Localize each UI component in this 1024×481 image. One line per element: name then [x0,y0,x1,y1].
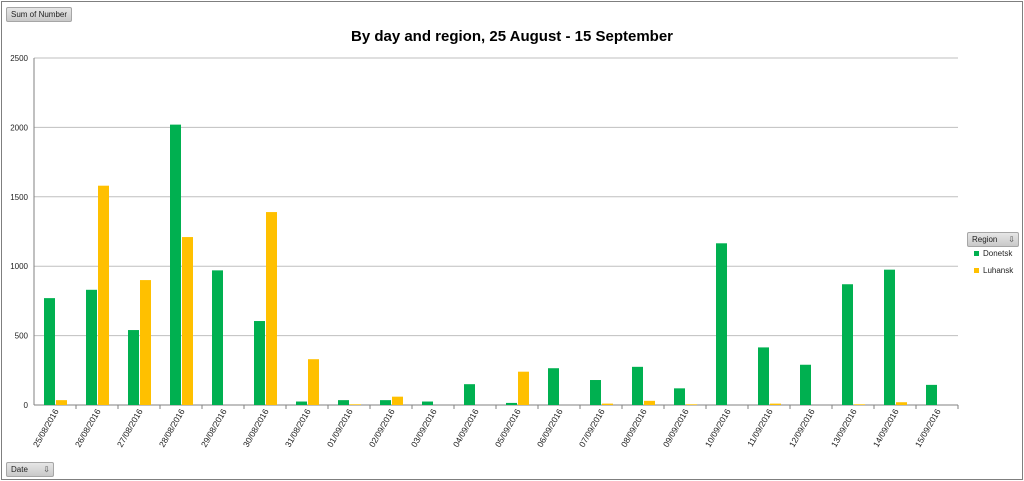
bar-donetsk [464,384,475,405]
bar-luhansk [98,185,109,405]
y-tick-label: 0 [24,401,29,410]
x-tick-label: 07/09/2016 [577,407,607,449]
y-tick-label: 2500 [10,54,28,63]
x-tick-label: 25/08/2016 [31,407,61,449]
bar-donetsk [842,284,853,405]
x-tick-label: 12/09/2016 [787,407,817,449]
bar-donetsk [128,330,139,405]
legend-swatch-luhansk [974,268,979,274]
x-tick-label: 26/08/2016 [73,407,103,449]
legend-field-button[interactable]: Region ⇩ [967,232,1019,247]
bar-donetsk [674,388,685,405]
bar-donetsk [380,400,391,405]
x-tick-label: 08/09/2016 [619,407,649,449]
x-tick-label: 29/08/2016 [199,407,229,449]
x-tick-label: 14/09/2016 [871,407,901,449]
x-tick-label: 06/09/2016 [535,407,565,449]
bar-luhansk [686,404,697,405]
values-field-button[interactable]: Sum of Number [6,7,73,22]
bar-donetsk [296,401,307,405]
bar-luhansk [266,212,277,405]
x-tick-label: 09/09/2016 [661,407,691,449]
x-tick-label: 01/09/2016 [325,407,355,449]
x-tick-label: 31/08/2016 [283,407,313,449]
x-tick-label: 10/09/2016 [703,407,733,449]
legend-swatch-donetsk [974,251,979,257]
bar-luhansk [182,237,193,405]
legend-item-donetsk: Donetsk [974,249,1012,258]
axis-field-label: Date [11,465,28,474]
bar-donetsk [758,347,769,405]
bar-donetsk [632,366,643,405]
bar-donetsk [716,243,727,405]
bar-luhansk [56,400,67,405]
y-tick-label: 500 [15,332,29,341]
x-tick-label: 28/08/2016 [157,407,187,449]
bar-luhansk [392,396,403,405]
bar-luhansk [644,400,655,405]
bar-donetsk [170,124,181,406]
legend-item-luhansk: Luhansk [974,266,1013,275]
filter-dropdown-icon[interactable]: ⇩ [1008,235,1015,244]
bar-luhansk [518,371,529,405]
x-tick-label: 05/09/2016 [493,407,523,449]
bar-donetsk [254,321,265,405]
x-tick-label: 13/09/2016 [829,407,859,449]
bar-donetsk [422,401,433,405]
bar-luhansk [770,403,781,405]
filter-dropdown-icon[interactable]: ⇩ [43,465,50,474]
bar-donetsk [506,402,517,405]
bar-donetsk [338,400,349,405]
y-tick-label: 2000 [10,123,28,132]
legend-label-luhansk: Luhansk [983,266,1014,275]
x-tick-label: 04/09/2016 [451,407,481,449]
bar-donetsk [590,380,601,405]
x-tick-label: 27/08/2016 [115,407,145,449]
legend-label-donetsk: Donetsk [983,249,1013,258]
x-tick-label: 11/09/2016 [745,407,775,449]
y-tick-label: 1500 [10,193,28,202]
bar-donetsk [212,270,223,405]
chart-title: By day and region, 25 August - 15 Septem… [350,28,674,45]
bar-donetsk [800,364,811,405]
bar-luhansk [308,359,319,405]
axis-field-button[interactable]: Date ⇩ [6,462,54,477]
bar-luhansk [140,280,151,405]
bar-luhansk [854,404,865,405]
bar-luhansk [896,402,907,405]
x-tick-label: 30/08/2016 [241,407,271,449]
bar-donetsk [86,289,97,405]
legend-field-label: Region [972,235,998,244]
bar-donetsk [548,368,559,405]
bar-donetsk [884,269,895,405]
bar-luhansk [350,404,361,405]
bar-donetsk [44,298,55,405]
x-tick-label: 15/09/2016 [913,407,943,449]
y-tick-label: 1000 [10,262,28,271]
values-field-label: Sum of Number [11,10,68,19]
bar-luhansk [602,403,613,405]
x-tick-label: 03/09/2016 [409,407,439,449]
bar-donetsk [926,384,937,405]
x-tick-label: 02/09/2016 [367,407,397,449]
